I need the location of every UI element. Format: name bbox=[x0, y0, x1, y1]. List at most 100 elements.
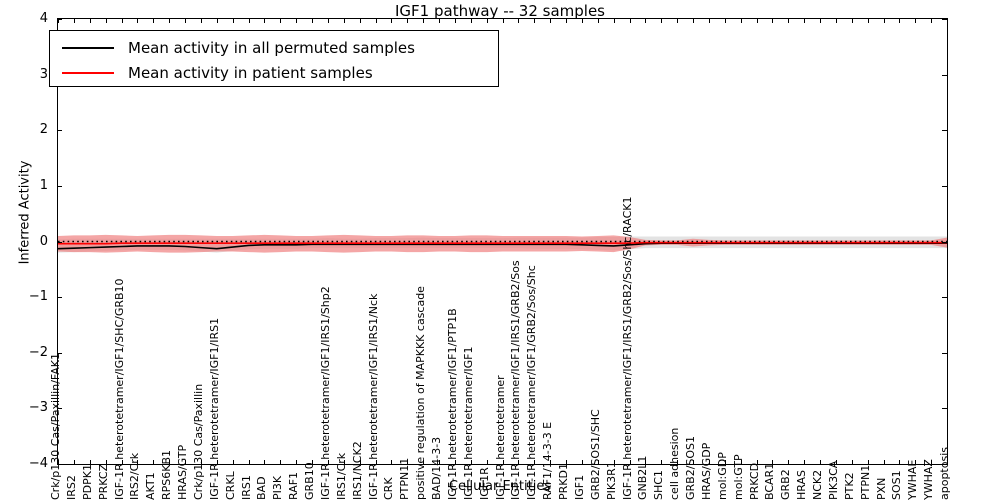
plot-canvas bbox=[58, 19, 947, 464]
x-tick-mark bbox=[153, 460, 155, 464]
x-tick-mark bbox=[534, 460, 536, 464]
x-axis-label: Cellular Entities bbox=[448, 479, 552, 494]
x-tick-mark bbox=[550, 460, 552, 464]
x-tick-label: RAF1 bbox=[287, 471, 301, 500]
x-tick-mark bbox=[645, 460, 647, 464]
x-tick-label: IRS1/Crk bbox=[334, 452, 348, 500]
x-tick-label: HRAS/GTP bbox=[176, 444, 189, 500]
x-tick-mark bbox=[121, 460, 123, 464]
y-tick-mark bbox=[57, 241, 62, 243]
x-tick-mark bbox=[677, 460, 679, 464]
x-tick-label: IGF-1R heterotetramer/IGF1/IRS1/Shp2 bbox=[318, 286, 332, 500]
x-tick-label: PIK3R1 bbox=[604, 461, 618, 500]
x-tick-mark bbox=[280, 460, 282, 464]
x-tick-mark bbox=[724, 460, 726, 464]
x-tick-mark bbox=[835, 19, 837, 23]
y-tick-mark bbox=[942, 19, 947, 20]
x-tick-label: AKT1 bbox=[144, 472, 158, 500]
x-tick-label: SHC1 bbox=[652, 470, 666, 500]
y-tick-label: 0 bbox=[39, 233, 48, 249]
x-tick-mark bbox=[470, 19, 472, 23]
x-tick-mark bbox=[915, 460, 917, 464]
x-tick-mark bbox=[391, 19, 393, 23]
x-tick-mark bbox=[677, 19, 679, 23]
x-tick-mark bbox=[613, 19, 615, 23]
x-tick-mark bbox=[804, 19, 806, 23]
x-tick-label: PXN bbox=[874, 477, 888, 500]
y-tick-label: −1 bbox=[28, 289, 48, 305]
x-tick-mark bbox=[312, 460, 313, 464]
x-tick-mark bbox=[550, 19, 552, 23]
legend-label-permuted: Mean activity in all permuted samples bbox=[128, 38, 415, 57]
x-tick-mark bbox=[137, 460, 139, 464]
x-tick-mark bbox=[89, 19, 91, 23]
x-tick-label: IRS1/NCK2 bbox=[350, 441, 364, 500]
y-tick-mark bbox=[942, 185, 947, 187]
x-tick-mark bbox=[423, 19, 425, 23]
x-tick-mark bbox=[566, 19, 567, 23]
legend-label-patient: Mean activity in patient samples bbox=[128, 63, 373, 82]
x-tick-mark bbox=[629, 460, 631, 464]
x-tick-label: cell adhesion bbox=[668, 427, 682, 500]
x-tick-mark bbox=[661, 19, 663, 23]
x-tick-mark bbox=[534, 19, 536, 23]
x-tick-mark bbox=[772, 460, 774, 464]
x-tick-mark bbox=[820, 19, 821, 23]
x-tick-label: GRB2/SOS1 bbox=[684, 435, 697, 500]
x-tick-mark bbox=[73, 19, 75, 23]
x-tick-label: RPS6KB1 bbox=[160, 449, 174, 500]
x-tick-mark bbox=[947, 19, 948, 23]
x-tick-labels: Crk/p130 Cas/Paxillin/FAK1 IRS2 PDPK1 PRKCZ… bbox=[49, 197, 951, 500]
x-tick-label: CRK bbox=[382, 477, 396, 500]
x-tick-mark bbox=[899, 460, 901, 464]
x-tick-mark bbox=[597, 460, 599, 464]
x-tick-mark bbox=[756, 460, 758, 464]
x-tick-mark bbox=[232, 460, 234, 464]
x-tick-label: HRAS bbox=[795, 470, 809, 500]
x-tick-mark bbox=[693, 460, 694, 464]
plot-area bbox=[57, 18, 948, 465]
x-tick-mark bbox=[502, 460, 504, 464]
x-tick-mark bbox=[359, 19, 361, 23]
x-tick-label: GRB2/SOS1/SHC bbox=[588, 409, 602, 500]
x-tick-label: YWHAE bbox=[906, 459, 920, 500]
x-tick-mark bbox=[454, 19, 456, 23]
legend: Mean activity in all permuted samples Me… bbox=[49, 30, 499, 87]
x-tick-mark bbox=[248, 19, 250, 23]
y-tick-mark bbox=[57, 352, 62, 354]
x-tick-mark bbox=[327, 460, 329, 464]
x-tick-mark bbox=[407, 460, 409, 464]
y-tick-label: −4 bbox=[28, 456, 48, 471]
plot-svg bbox=[58, 234, 947, 253]
x-tick-mark bbox=[486, 19, 488, 23]
y-tick-mark bbox=[57, 185, 62, 187]
x-tick-mark bbox=[724, 19, 726, 23]
x-tick-label: mol:GTP bbox=[731, 454, 745, 500]
x-tick-label: IRS2/Crk bbox=[128, 452, 142, 500]
x-tick-label: IGF-1R heterotetramer/IGF1/IRS1 bbox=[207, 317, 221, 500]
x-tick-mark bbox=[375, 19, 377, 23]
x-tick-label: HRAS/GDP bbox=[699, 442, 713, 500]
x-tick-mark bbox=[232, 19, 234, 23]
x-tick-mark bbox=[121, 19, 123, 23]
x-tick-mark bbox=[867, 460, 869, 464]
x-tick-mark bbox=[804, 460, 806, 464]
x-tick-mark bbox=[947, 460, 948, 464]
y-tick-label: 4 bbox=[39, 11, 48, 26]
x-tick-mark bbox=[518, 19, 520, 23]
x-tick-label: IGF-1R heterotetramer/IGF1/PTP1B bbox=[445, 308, 459, 500]
legend-swatch-red bbox=[62, 71, 114, 74]
x-tick-label: GRB10 bbox=[303, 462, 316, 500]
y-tick-label: 1 bbox=[39, 177, 48, 193]
series-line-1 bbox=[58, 241, 947, 245]
x-tick-mark bbox=[566, 460, 567, 464]
x-tick-mark bbox=[581, 19, 583, 23]
x-tick-label: Crk/p130 Cas/Paxillin/FAK1 bbox=[49, 353, 62, 500]
x-tick-label: PI3K bbox=[271, 475, 285, 500]
y-tick-label: −3 bbox=[28, 400, 48, 416]
x-tick-mark bbox=[931, 460, 933, 464]
x-tick-mark bbox=[407, 19, 409, 23]
y-tick-mark bbox=[57, 130, 62, 132]
x-tick-mark bbox=[296, 19, 298, 23]
x-tick-mark bbox=[439, 19, 440, 23]
